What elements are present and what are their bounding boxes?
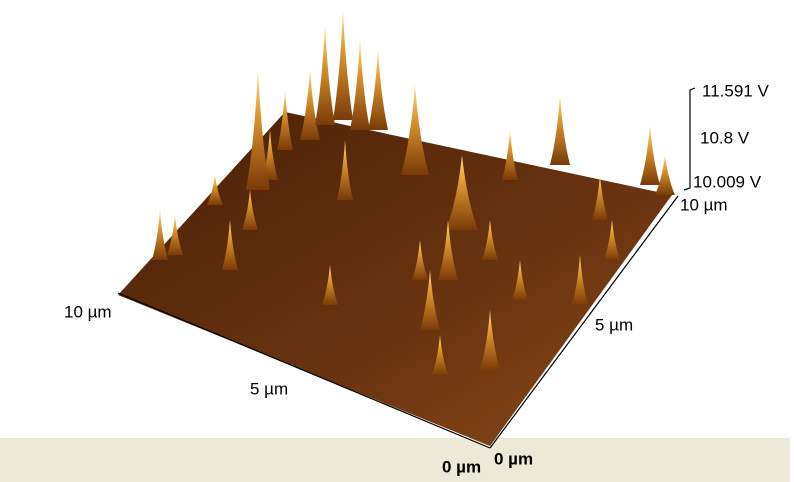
peak: [420, 270, 440, 330]
y-label: 0 µm: [494, 449, 533, 468]
z-label: 10.8 V: [700, 128, 750, 147]
peak: [482, 220, 498, 260]
peak: [246, 70, 270, 190]
peak: [207, 175, 223, 205]
peak: [512, 260, 528, 300]
peak: [242, 190, 258, 230]
peak: [655, 155, 675, 195]
x-axis-line: [117, 292, 491, 449]
peak: [592, 175, 608, 220]
peak: [222, 220, 238, 270]
peak: [368, 50, 388, 130]
peak: [438, 220, 458, 280]
peak: [604, 220, 620, 260]
peak: [315, 25, 335, 125]
peak: [401, 85, 429, 175]
peak: [480, 310, 500, 370]
peak: [432, 335, 448, 375]
status-strip: [0, 438, 790, 482]
x-label: 0 µm: [442, 457, 481, 476]
peak: [572, 255, 588, 305]
peak: [167, 215, 183, 255]
peak: [412, 240, 428, 280]
y-label: 10 µm: [680, 195, 728, 214]
z-label: 11.591 V: [702, 81, 769, 100]
peak: [300, 70, 320, 140]
peak: [502, 130, 518, 180]
peak: [333, 10, 353, 120]
peak: [350, 40, 370, 130]
peak: [152, 210, 168, 260]
peak: [322, 265, 338, 305]
peak: [550, 95, 570, 165]
z-axis-line: [683, 87, 696, 191]
peaks: [152, 10, 675, 375]
peak: [640, 125, 660, 185]
surface-floor: [118, 112, 672, 446]
z-label: 10.009 V: [693, 172, 762, 191]
y-axis-line: [489, 195, 679, 449]
peak: [337, 140, 353, 200]
x-label: 10 µm: [64, 302, 112, 321]
peak: [277, 90, 293, 150]
y-label: 5 µm: [595, 315, 633, 334]
x-label: 5 µm: [250, 379, 288, 398]
peak: [446, 155, 478, 230]
